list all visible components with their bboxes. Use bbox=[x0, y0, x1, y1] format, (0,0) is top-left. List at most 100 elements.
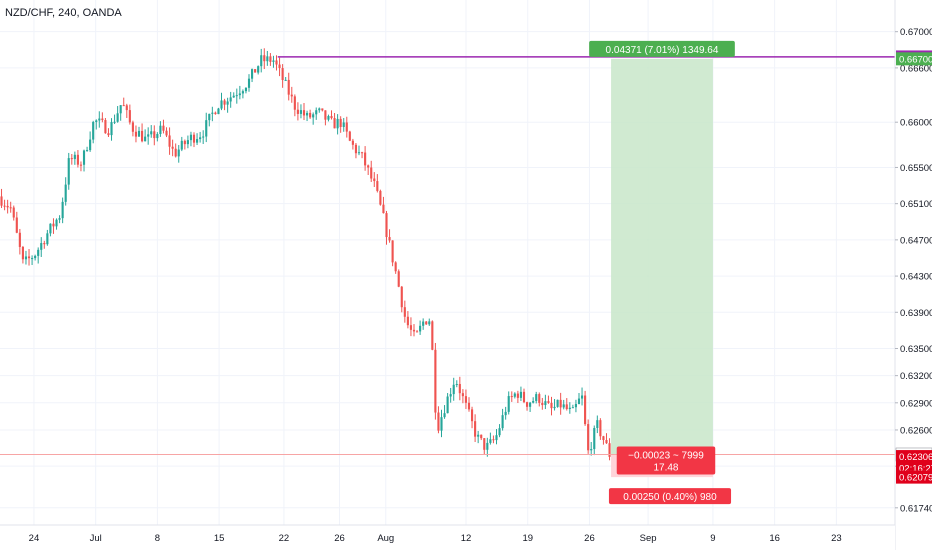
candle-body bbox=[434, 349, 437, 413]
stop-label: 0.00250 (0.40%) 980 bbox=[608, 488, 732, 505]
candle-body bbox=[388, 237, 391, 241]
candle-body bbox=[336, 118, 339, 129]
candle-body bbox=[122, 105, 125, 107]
price-axis-label-text: 0.62306 bbox=[899, 452, 932, 463]
candle-body bbox=[562, 404, 565, 408]
candle-body bbox=[244, 87, 248, 92]
candle-body bbox=[443, 413, 446, 418]
candle-body bbox=[342, 122, 345, 127]
candle-body bbox=[168, 135, 171, 147]
candle-body bbox=[220, 100, 223, 109]
candle-body bbox=[226, 101, 229, 105]
candle-body bbox=[403, 307, 406, 317]
candle-body bbox=[318, 108, 321, 111]
time-tick-label: 8 bbox=[155, 533, 160, 544]
candle-body bbox=[345, 122, 348, 132]
candle-body bbox=[205, 120, 208, 137]
candle-body bbox=[376, 181, 379, 191]
candle-body bbox=[192, 134, 196, 143]
candle-body bbox=[409, 325, 413, 330]
candle-body bbox=[360, 152, 364, 154]
candle-body bbox=[580, 395, 584, 399]
candle-body bbox=[321, 108, 324, 111]
target-label-bg bbox=[589, 40, 735, 57]
candle-body bbox=[43, 243, 46, 245]
price-tick-label: 0.62600 bbox=[900, 425, 932, 436]
candle-body bbox=[147, 134, 150, 137]
time-tick-label: 19 bbox=[522, 533, 533, 544]
candle-body bbox=[15, 217, 18, 233]
candle-body bbox=[0, 196, 3, 206]
candle-body bbox=[605, 440, 608, 444]
candle-body bbox=[596, 420, 599, 428]
candle-body bbox=[467, 402, 471, 410]
candle-body bbox=[150, 131, 153, 135]
candle-body bbox=[535, 394, 538, 401]
candle-body bbox=[101, 118, 104, 121]
candle-body bbox=[137, 130, 141, 137]
candle-body bbox=[269, 56, 272, 62]
candle-body bbox=[565, 404, 568, 410]
pnl-label-bg bbox=[616, 446, 716, 475]
price-axis-label: 0.62306 bbox=[896, 450, 932, 464]
time-tick-label: 12 bbox=[461, 533, 472, 544]
candle-body bbox=[284, 79, 287, 81]
candle-body bbox=[171, 146, 174, 149]
candle-body bbox=[391, 240, 394, 263]
candle-body bbox=[266, 56, 269, 62]
candle-body bbox=[110, 122, 113, 136]
price-tick-label: 0.63500 bbox=[900, 344, 932, 355]
candle-body bbox=[217, 108, 220, 115]
candle-body bbox=[18, 232, 21, 247]
price-axis-label-bg bbox=[896, 52, 932, 66]
candle-body bbox=[9, 207, 12, 209]
candle-body bbox=[238, 93, 241, 96]
price-tick-label: 0.64700 bbox=[900, 235, 932, 246]
candle-body bbox=[67, 158, 70, 185]
candle-body bbox=[119, 105, 122, 114]
candle-body bbox=[400, 286, 403, 308]
candle-body bbox=[183, 140, 186, 145]
candle-body bbox=[590, 449, 593, 451]
candle-body bbox=[64, 184, 67, 202]
candle-body bbox=[55, 219, 58, 227]
candle-body bbox=[474, 421, 477, 437]
candle-body bbox=[406, 316, 409, 326]
candle-body bbox=[98, 118, 101, 121]
price-tick-label: 0.63200 bbox=[900, 371, 932, 382]
candle-body bbox=[247, 78, 251, 88]
candle-body bbox=[263, 55, 266, 62]
candle-body bbox=[446, 396, 449, 414]
candles bbox=[0, 48, 611, 461]
price-axis-label: 0.66700 bbox=[896, 52, 932, 66]
candle-body bbox=[174, 148, 177, 157]
price-axis-label-bg bbox=[896, 450, 932, 464]
candle-body bbox=[492, 439, 495, 441]
candle-body bbox=[385, 213, 388, 238]
candle-body bbox=[79, 164, 83, 166]
candle-body bbox=[452, 384, 455, 395]
price-tick-label: 0.65500 bbox=[900, 163, 932, 174]
stop-label-text: 0.00250 (0.40%) 980 bbox=[623, 492, 717, 503]
candle-body bbox=[162, 125, 165, 131]
time-tick-label: Jul bbox=[90, 533, 102, 544]
candle-body bbox=[553, 406, 556, 409]
price-axis-label-text: 0.62079 bbox=[899, 473, 932, 484]
candle-body bbox=[141, 130, 144, 142]
candle-body bbox=[40, 243, 43, 250]
candle-body bbox=[257, 66, 260, 73]
price-axis-label: 0.62079 bbox=[896, 470, 932, 484]
candle-body bbox=[470, 409, 474, 422]
candle-body bbox=[235, 95, 238, 97]
candle-body bbox=[593, 427, 596, 450]
candle-body bbox=[519, 391, 523, 398]
candle-body bbox=[275, 60, 278, 65]
candle-body bbox=[260, 55, 263, 67]
time-tick-label: 26 bbox=[584, 533, 595, 544]
candle-body bbox=[532, 400, 535, 403]
candle-body bbox=[587, 424, 590, 451]
candle-body bbox=[419, 325, 422, 332]
candle-body bbox=[21, 246, 24, 260]
